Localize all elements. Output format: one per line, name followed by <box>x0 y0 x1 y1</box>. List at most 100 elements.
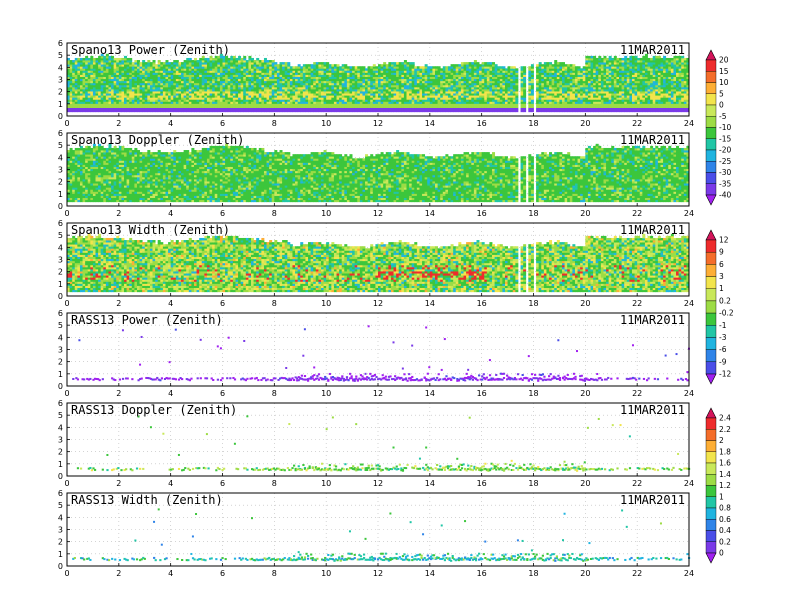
cell <box>193 103 197 106</box>
cell <box>67 62 70 65</box>
cell <box>118 66 122 69</box>
cell <box>116 82 120 86</box>
cell <box>188 93 192 96</box>
cell <box>147 93 151 96</box>
cell <box>87 60 91 63</box>
cell <box>442 66 446 69</box>
cell <box>162 93 166 96</box>
cell <box>69 109 73 113</box>
cell <box>95 103 99 106</box>
cell <box>116 70 120 73</box>
cell <box>134 66 138 69</box>
cell <box>157 95 161 98</box>
cell <box>129 103 133 106</box>
cell <box>87 95 91 98</box>
cell <box>489 62 493 65</box>
cell <box>302 64 306 67</box>
cell <box>201 70 205 73</box>
cell <box>131 76 135 80</box>
cell <box>113 57 117 61</box>
cell <box>67 86 70 90</box>
cell <box>214 70 218 73</box>
cell <box>590 55 594 59</box>
cell <box>147 88 151 92</box>
cell <box>165 78 169 82</box>
cell <box>92 103 96 106</box>
cell <box>193 62 197 65</box>
cell <box>111 70 115 73</box>
cell <box>157 91 161 94</box>
cell <box>173 109 177 113</box>
cell <box>95 57 99 61</box>
cell <box>191 78 195 82</box>
cell <box>82 99 86 102</box>
cell <box>87 91 91 94</box>
cell <box>67 72 70 75</box>
cell <box>160 68 164 71</box>
cell <box>271 60 275 63</box>
cell <box>77 107 81 111</box>
cell <box>92 76 96 80</box>
cell <box>124 88 128 92</box>
cell <box>126 72 130 75</box>
cell <box>113 84 117 88</box>
cell <box>149 107 153 111</box>
cell <box>131 84 135 88</box>
cell <box>98 74 102 77</box>
cell <box>147 99 151 102</box>
cell <box>178 93 182 96</box>
cell <box>79 103 83 106</box>
cell <box>149 64 153 67</box>
cell <box>121 105 125 109</box>
cell <box>77 97 81 100</box>
cell <box>160 109 164 113</box>
cell <box>199 84 203 88</box>
cell <box>69 84 73 88</box>
cell <box>157 107 161 111</box>
cell <box>212 82 216 86</box>
cell <box>95 74 99 77</box>
cell <box>196 60 200 63</box>
cell <box>160 84 164 88</box>
cell <box>212 97 216 100</box>
cell <box>297 64 301 67</box>
cell <box>79 57 83 61</box>
cell <box>116 107 120 111</box>
cell <box>199 74 203 77</box>
cell <box>95 62 99 65</box>
cell <box>77 91 81 94</box>
cell <box>131 101 135 104</box>
cell <box>100 97 104 100</box>
cell <box>149 82 153 86</box>
cell <box>188 99 192 102</box>
cell <box>375 66 379 69</box>
cell <box>152 68 156 71</box>
cell <box>103 99 107 102</box>
cell <box>162 82 166 86</box>
cell <box>181 91 185 94</box>
cell <box>92 72 96 75</box>
cell <box>162 105 166 109</box>
cell <box>142 86 146 90</box>
cell <box>209 74 213 77</box>
cell <box>341 64 345 67</box>
cell <box>245 60 249 63</box>
cell <box>149 105 153 109</box>
cell <box>160 72 164 75</box>
cell <box>111 60 115 63</box>
cell <box>129 84 133 88</box>
cell <box>186 60 190 63</box>
cell <box>455 64 459 67</box>
cell <box>85 86 89 90</box>
cell <box>144 74 148 77</box>
cell <box>67 109 70 113</box>
cell <box>186 84 190 88</box>
cell <box>447 66 451 69</box>
cell <box>214 97 218 100</box>
cell <box>432 66 436 69</box>
cell <box>121 66 125 69</box>
cell <box>204 95 208 98</box>
cell <box>98 86 102 90</box>
cell <box>201 68 205 71</box>
cell <box>82 80 86 84</box>
